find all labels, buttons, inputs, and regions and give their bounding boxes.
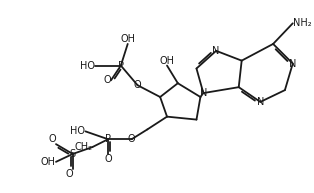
Text: HO: HO bbox=[80, 61, 95, 71]
Text: P: P bbox=[118, 61, 124, 71]
Text: N: N bbox=[213, 46, 220, 56]
Text: O: O bbox=[104, 154, 112, 164]
Text: N: N bbox=[200, 88, 207, 98]
Text: P: P bbox=[105, 134, 111, 144]
Text: OH: OH bbox=[41, 157, 56, 167]
Text: HO: HO bbox=[70, 126, 85, 136]
Text: N: N bbox=[257, 97, 264, 107]
Text: N: N bbox=[289, 59, 296, 69]
Text: O: O bbox=[128, 134, 135, 144]
Text: OH: OH bbox=[160, 56, 175, 66]
Text: NH₂: NH₂ bbox=[293, 18, 311, 28]
Text: O: O bbox=[134, 80, 141, 90]
Text: O: O bbox=[103, 75, 111, 85]
Text: O: O bbox=[65, 169, 73, 179]
Text: S: S bbox=[70, 149, 76, 159]
Text: CH₂: CH₂ bbox=[74, 142, 92, 152]
Text: OH: OH bbox=[120, 34, 135, 44]
Text: O: O bbox=[48, 134, 56, 144]
